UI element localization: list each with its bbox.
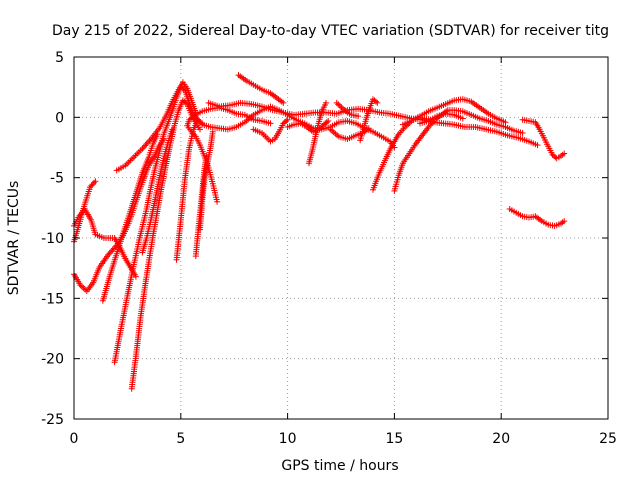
data-point [267, 120, 274, 127]
data-traces [71, 72, 568, 392]
data-point [372, 98, 379, 105]
data-point [519, 130, 526, 136]
axis-ticks: 0 5 10 15 20 25 -25 -20 -15 -10 -5 0 5 [41, 50, 617, 447]
y-tick-label: 0 [55, 110, 64, 126]
x-tick-label: 15 [385, 431, 403, 447]
data-point [561, 150, 568, 157]
data-point [169, 126, 176, 133]
x-tick-label: 5 [176, 431, 185, 447]
series-arc-16 [250, 116, 291, 145]
data-point [355, 113, 362, 120]
data-point [561, 218, 568, 225]
y-tick-label: -15 [41, 291, 64, 307]
data-point [194, 116, 201, 123]
data-point [284, 116, 291, 123]
series-arc-14 [235, 72, 287, 106]
x-tick-label: 25 [599, 431, 617, 447]
series-arc-26 [519, 116, 568, 162]
data-point [182, 99, 189, 106]
series-arc-22 [370, 114, 434, 193]
x-tick-label: 20 [492, 431, 510, 447]
data-point [502, 119, 509, 126]
series-arc-20 [333, 99, 362, 120]
data-point [280, 99, 287, 106]
series-arc-3 [71, 178, 99, 245]
x-tick-label: 0 [70, 431, 79, 447]
series-arc-8 [139, 126, 176, 256]
data-point [365, 125, 372, 132]
data-point [534, 142, 541, 149]
x-axis-label: GPS time / hours [281, 458, 398, 474]
y-tick-label: -10 [41, 231, 64, 247]
series-arc-23 [391, 107, 526, 194]
x-tick-label: 10 [279, 431, 297, 447]
series-arc-11 [197, 128, 216, 233]
series-arc-17 [284, 118, 332, 135]
y-axis-label: SDTVAR / TECUs [6, 181, 22, 296]
series-arc-4 [99, 131, 161, 304]
data-point [323, 119, 330, 126]
series-arc-21 [357, 96, 381, 144]
y-tick-label: -5 [50, 171, 64, 187]
chart-title: Day 215 of 2022, Sidereal Day-to-day VTE… [52, 23, 609, 39]
series-arc-6 [128, 97, 203, 392]
series-arc-27 [506, 206, 568, 229]
data-point [92, 178, 99, 185]
data-point [283, 118, 290, 124]
y-tick-label: -20 [41, 352, 64, 368]
y-tick-label: 5 [55, 50, 64, 66]
data-point [325, 118, 332, 124]
series-arc-15 [205, 99, 541, 149]
data-point [343, 108, 349, 115]
series-arc-12 [184, 104, 274, 205]
data-point [374, 99, 381, 106]
y-tick-label: -25 [41, 412, 64, 428]
data-point [459, 115, 466, 122]
data-point [197, 126, 203, 133]
series-arc-7 [113, 79, 199, 174]
series-arc-24 [399, 96, 509, 128]
data-point [323, 99, 329, 106]
series-arc-18 [306, 99, 329, 167]
series-arc-25 [417, 110, 466, 127]
